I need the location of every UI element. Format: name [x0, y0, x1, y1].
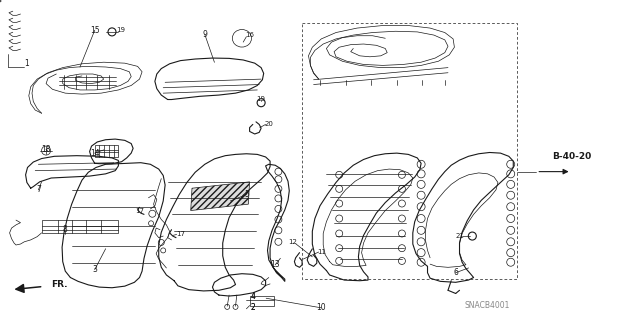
Text: 15: 15	[90, 26, 100, 35]
Text: 19: 19	[257, 96, 266, 102]
Text: 19: 19	[116, 27, 125, 33]
Text: 1: 1	[24, 59, 29, 68]
Text: 2: 2	[250, 303, 255, 312]
Text: 20: 20	[264, 122, 273, 127]
Text: 14: 14	[90, 149, 100, 158]
Text: 5: 5	[244, 190, 249, 199]
Text: 10: 10	[316, 303, 326, 312]
Text: SNACB4001: SNACB4001	[465, 301, 510, 310]
Text: 6: 6	[453, 268, 458, 277]
Text: 17: 17	[135, 208, 144, 213]
Text: 7: 7	[36, 185, 41, 194]
Text: 17: 17	[176, 232, 185, 237]
Text: 3: 3	[92, 265, 97, 274]
Text: 2: 2	[250, 303, 255, 312]
Text: 9: 9	[202, 30, 207, 39]
Text: 11: 11	[317, 249, 326, 255]
Text: B-40-20: B-40-20	[552, 152, 591, 161]
Text: 4: 4	[250, 292, 255, 301]
Text: 12: 12	[289, 240, 298, 245]
Text: 8: 8	[63, 225, 68, 234]
Polygon shape	[191, 182, 250, 211]
Text: FR.: FR.	[51, 280, 67, 289]
Text: 21: 21	[455, 233, 464, 239]
Text: 13: 13	[270, 260, 280, 269]
Text: 18: 18	[42, 145, 51, 154]
Text: 16: 16	[245, 32, 254, 38]
Text: 4: 4	[250, 292, 255, 301]
